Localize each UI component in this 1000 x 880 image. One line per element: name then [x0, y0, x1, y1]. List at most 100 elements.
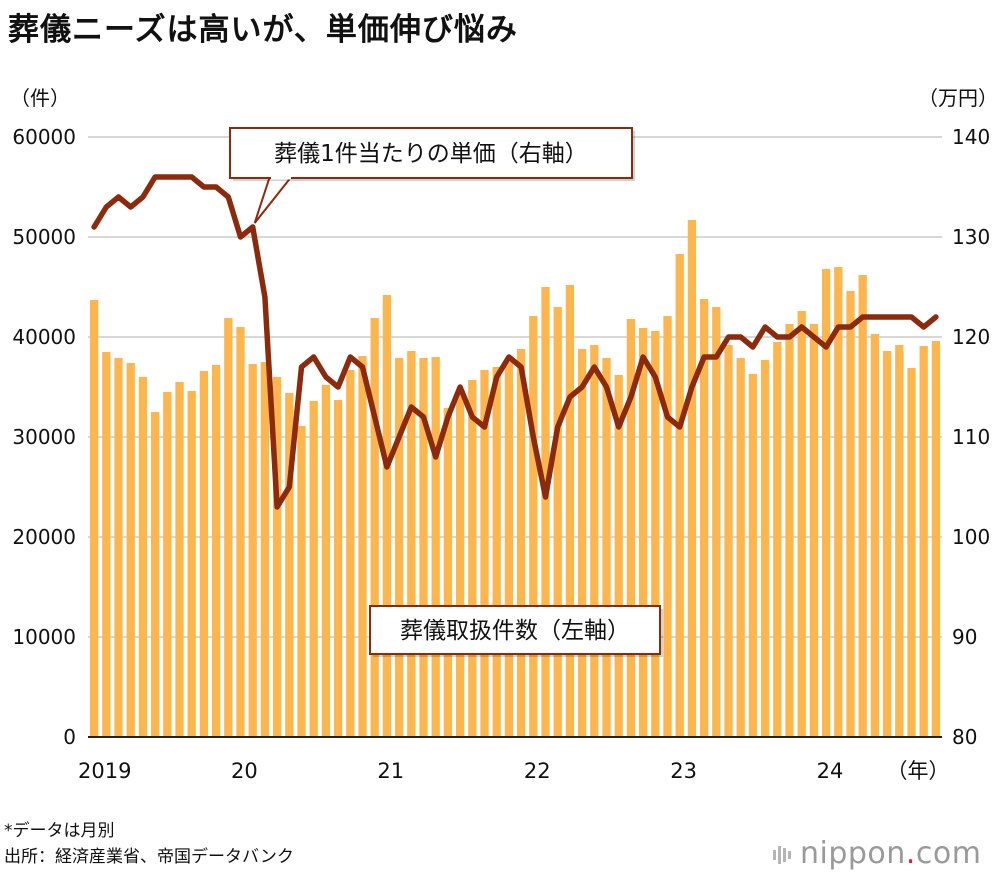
bar	[419, 358, 428, 737]
bar	[297, 426, 306, 737]
bar	[638, 328, 648, 737]
bar	[553, 307, 562, 737]
bar	[504, 362, 514, 737]
bar	[407, 351, 416, 737]
y-right-tick-label: 100	[952, 525, 990, 549]
bar	[724, 345, 733, 737]
annotation-box-unit-price	[229, 127, 633, 179]
bar	[736, 358, 745, 737]
y-left-tick-label: 30000	[12, 425, 76, 449]
bar	[126, 363, 135, 737]
x-tick-label: 20	[231, 759, 258, 783]
y-right-tick-label: 80	[952, 725, 977, 749]
bar	[809, 324, 819, 737]
y-right-tick-label: 90	[952, 625, 977, 649]
y-left-tick-label: 10000	[12, 625, 76, 649]
bar	[114, 358, 123, 737]
logo-dot: .	[905, 836, 916, 871]
bar	[931, 341, 941, 737]
x-tick-label: 22	[524, 759, 551, 783]
y-right-tick-label: 120	[952, 325, 990, 349]
bar	[882, 351, 892, 737]
y-left-tick-label: 20000	[12, 525, 76, 549]
bar	[602, 358, 611, 737]
bar	[236, 327, 245, 737]
bar	[199, 371, 209, 737]
bar	[577, 349, 587, 737]
y-left-tick-label: 0	[63, 725, 76, 749]
bar	[821, 269, 831, 737]
bar	[309, 401, 318, 737]
bar	[651, 331, 660, 737]
bar	[895, 345, 904, 737]
bar	[358, 356, 367, 737]
x-tick-label: 23	[670, 759, 697, 783]
left-axis-unit: （件）	[10, 86, 70, 110]
bar	[541, 287, 550, 737]
source-note: 出所：経済産業省、帝国データバンク	[4, 847, 294, 867]
right-axis-unit: （万円）	[918, 86, 998, 110]
x-tick-label: 21	[377, 759, 404, 783]
bar	[858, 275, 867, 737]
bar	[797, 311, 806, 737]
bar	[712, 307, 721, 737]
bar	[516, 349, 526, 737]
y-right-tick-label: 110	[952, 425, 990, 449]
bar	[89, 300, 99, 737]
bar	[272, 377, 282, 737]
bar	[907, 368, 916, 737]
annotation-label-unit-price: 葬儀1件当たりの単価（右軸）	[274, 141, 588, 167]
bar	[260, 362, 270, 737]
y-left-tick-label: 50000	[12, 225, 76, 249]
nippon-logo-icon	[773, 846, 791, 864]
nippon-logo: nippon.com	[772, 836, 981, 871]
bar	[431, 357, 440, 737]
bar	[870, 334, 880, 737]
bar	[163, 392, 172, 737]
bar	[443, 408, 453, 737]
y-left-tick-label: 60000	[12, 125, 76, 149]
chart-title: 葬儀ニーズは高いが、単価伸び悩み	[8, 12, 518, 48]
annotation-label-count: 葬儀取扱件数（左軸）	[400, 618, 630, 644]
bar	[224, 318, 233, 737]
logo-name: nippon	[800, 836, 906, 871]
bar	[211, 365, 221, 737]
bar	[102, 352, 111, 737]
logo-suffix: com	[915, 836, 982, 871]
bar-series	[89, 220, 941, 737]
bar	[785, 324, 794, 737]
bar	[675, 254, 684, 737]
annotation-box-count	[369, 605, 661, 655]
bar	[346, 370, 355, 737]
footnote-monthly: *データは月別	[4, 821, 115, 841]
bar	[480, 370, 489, 737]
bar	[394, 358, 404, 737]
bar	[687, 220, 697, 737]
y-right-tick-label: 130	[952, 225, 990, 249]
bar	[455, 391, 465, 737]
x-tick-label: 24	[817, 759, 844, 783]
bar	[663, 316, 672, 737]
line-series-unit-price	[91, 174, 939, 510]
bar	[834, 267, 843, 737]
bar	[590, 345, 599, 737]
bar	[699, 299, 709, 737]
x-tick-label: 2019	[78, 759, 131, 783]
bar	[760, 360, 770, 737]
bar	[846, 291, 855, 737]
bar	[175, 382, 184, 737]
bar	[138, 377, 148, 737]
bar	[150, 412, 160, 737]
bar	[285, 393, 294, 737]
annotation-pointer	[253, 175, 295, 224]
bar	[382, 295, 392, 737]
bar	[626, 319, 636, 737]
bar	[773, 342, 782, 737]
bar	[187, 391, 196, 737]
bar	[468, 380, 477, 737]
bar	[748, 374, 758, 737]
y-right-tick-label: 140	[952, 125, 990, 149]
y-left-tick-label: 40000	[12, 325, 76, 349]
bar	[248, 364, 257, 737]
